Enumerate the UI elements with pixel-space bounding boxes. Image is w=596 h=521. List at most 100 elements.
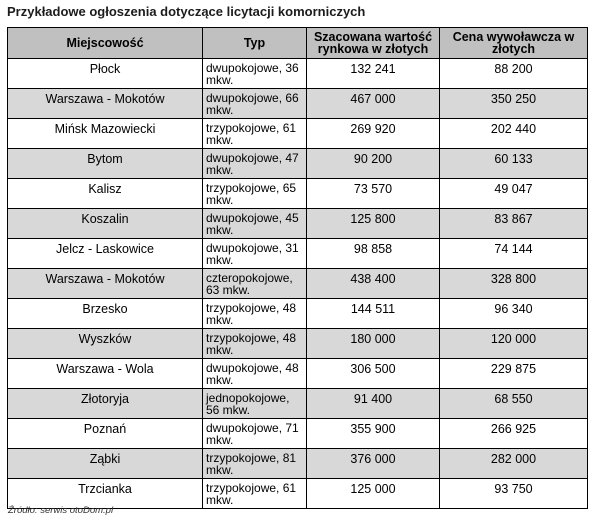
cell-starting-price: 266 925 (439, 418, 588, 449)
cell-market-value-text: 269 920 (350, 121, 396, 136)
cell-market-value: 144 511 (306, 298, 440, 329)
cell-city-text: Mińsk Mazowiecki (54, 121, 156, 136)
auction-table: Miejscowość Typ Szacowana wartość rynkow… (7, 27, 588, 509)
cell-starting-price-text: 96 340 (494, 301, 533, 316)
cell-city: Warszawa - Mokotów (7, 268, 203, 299)
cell-city: Złotoryja (7, 388, 203, 419)
cell-city-text: Kalisz (88, 181, 122, 196)
cell-city: Koszalin (7, 208, 203, 239)
cell-market-value: 269 920 (306, 118, 440, 149)
cell-starting-price: 229 875 (439, 358, 588, 389)
cell-starting-price-text: 328 800 (490, 271, 537, 286)
cell-starting-price-text: 68 550 (494, 391, 533, 406)
cell-market-value: 355 900 (306, 418, 440, 449)
cell-city: Wyszków (7, 328, 203, 359)
cell-city: Jelcz - Laskowice (7, 238, 203, 269)
cell-city-text: Trzcianka (78, 481, 132, 496)
cell-starting-price-text: 282 000 (490, 451, 537, 466)
cell-market-value: 467 000 (306, 88, 440, 119)
cell-market-value-text: 73 570 (353, 181, 393, 196)
cell-type: jednopokojowe, 56 mkw. (202, 388, 307, 419)
table-row: Warszawa - Mokotów czteropokojowe, 63 mkw… (7, 268, 588, 299)
cell-city: Brzesko (7, 298, 203, 329)
cell-starting-price-text: 202 440 (490, 121, 537, 136)
cell-starting-price: 282 000 (439, 448, 588, 479)
cell-starting-price-text: 350 250 (490, 91, 537, 106)
cell-market-value-text: 91 400 (353, 391, 393, 406)
cell-market-value-text: 180 000 (350, 331, 396, 346)
cell-type: trzypokojowe, 65 mkw. (202, 178, 307, 209)
cell-type: dwupokojowe, 66 mkw. (202, 88, 307, 119)
cell-city-text: Warszawa - Mokotów (45, 91, 165, 106)
cell-city: Kalisz (7, 178, 203, 209)
cell-starting-price-text: 93 750 (494, 481, 533, 496)
cell-starting-price-text: 120 000 (490, 331, 537, 346)
table-row: Kalisz trzypokojowe, 65 mkw. 73 570 49 047 (7, 178, 588, 209)
cell-starting-price: 93 750 (439, 478, 588, 509)
cell-market-value: 438 400 (306, 268, 440, 299)
table-row: Poznań dwupokojowe, 71 mkw. 355 900 266 925 (7, 418, 588, 449)
cell-starting-price-text: 266 925 (490, 421, 537, 436)
table-header-row: Miejscowość Typ Szacowana wartość rynkow… (7, 27, 588, 59)
cell-market-value: 98 858 (306, 238, 440, 269)
auction-table-container: Miejscowość Typ Szacowana wartość rynkow… (7, 27, 588, 509)
cell-starting-price: 350 250 (439, 88, 588, 119)
cell-market-value-text: 438 400 (350, 271, 396, 286)
cell-type: trzypokojowe, 48 mkw. (202, 328, 307, 359)
table-row: Brzesko trzypokojowe, 48 mkw. 144 511 96 34… (7, 298, 588, 329)
cell-type: dwupokojowe, 36 mkw. (202, 58, 307, 89)
cell-city: Płock (7, 58, 203, 89)
cell-city-text: Brzesko (82, 301, 128, 316)
table-row: Wyszków trzypokojowe, 48 mkw. 180 000 120 0… (7, 328, 588, 359)
cell-city-text: Poznań (83, 421, 127, 436)
cell-city-text: Ząbki (89, 451, 121, 466)
cell-market-value-text: 306 500 (350, 361, 396, 376)
cell-city: Bytom (7, 148, 203, 179)
cell-market-value: 180 000 (306, 328, 440, 359)
cell-type: trzypokojowe, 61 mkw. (202, 478, 307, 509)
cell-market-value: 132 241 (306, 58, 440, 89)
page-title: Przykładowe ogłoszenia dotyczące licytac… (7, 4, 366, 19)
cell-starting-price: 96 340 (439, 298, 588, 329)
cell-market-value: 90 200 (306, 148, 440, 179)
cell-starting-price-text: 229 875 (490, 361, 537, 376)
table-row: Bytom dwupokojowe, 47 mkw. 90 200 60 133 (7, 148, 588, 179)
cell-starting-price-text: 74 144 (494, 241, 533, 256)
cell-starting-price-text: 88 200 (494, 61, 533, 76)
table-row: Złotoryja jednopokojowe, 56 mkw. 91 400 68 … (7, 388, 588, 419)
cell-city-text: Koszalin (81, 211, 129, 226)
cell-starting-price-text: 49 047 (494, 181, 533, 196)
cell-starting-price: 74 144 (439, 238, 588, 269)
cell-starting-price: 83 867 (439, 208, 588, 239)
cell-type: dwupokojowe, 45 mkw. (202, 208, 307, 239)
cell-market-value-text: 376 000 (350, 451, 396, 466)
cell-market-value-text: 125 000 (350, 481, 396, 496)
cell-market-value-text: 90 200 (353, 151, 393, 166)
cell-city: Mińsk Mazowiecki (7, 118, 203, 149)
cell-city-text: Płock (89, 61, 121, 76)
cell-market-value-text: 125 800 (350, 211, 396, 226)
table-row: Płock dwupokojowe, 36 mkw. 132 241 88 200 (7, 58, 588, 89)
cell-city-text: Jelcz - Laskowice (56, 241, 154, 256)
cell-city-text: Złotoryja (81, 391, 129, 406)
cell-city-text: Warszawa - Mokotów (45, 271, 165, 286)
cell-starting-price-text: 83 867 (494, 211, 533, 226)
cell-type: dwupokojowe, 71 mkw. (202, 418, 307, 449)
table-row: Koszalin dwupokojowe, 45 mkw. 125 800 83 86… (7, 208, 588, 239)
cell-type: trzypokojowe, 81 mkw. (202, 448, 307, 479)
table-row: Trzcianka trzypokojowe, 61 mkw. 125 000 93 … (7, 478, 588, 509)
table-row: Mińsk Mazowiecki trzypokojowe, 61 mkw. 269… (7, 118, 588, 149)
column-header-city: Miejscowość (7, 27, 203, 59)
column-header-starting-price: Cena wywoławcza w złotych (439, 27, 588, 59)
cell-starting-price: 202 440 (439, 118, 588, 149)
cell-type: trzypokojowe, 48 mkw. (202, 298, 307, 329)
cell-starting-price: 49 047 (439, 178, 588, 209)
cell-city-text: Bytom (87, 151, 123, 166)
cell-city-text: Warszawa - Wola (56, 361, 154, 376)
cell-market-value: 306 500 (306, 358, 440, 389)
column-header-type: Typ (202, 27, 307, 59)
cell-market-value-text: 355 900 (350, 421, 396, 436)
cell-market-value: 125 800 (306, 208, 440, 239)
cell-city-text: Wyszków (78, 331, 132, 346)
cell-market-value-text: 98 858 (353, 241, 393, 256)
